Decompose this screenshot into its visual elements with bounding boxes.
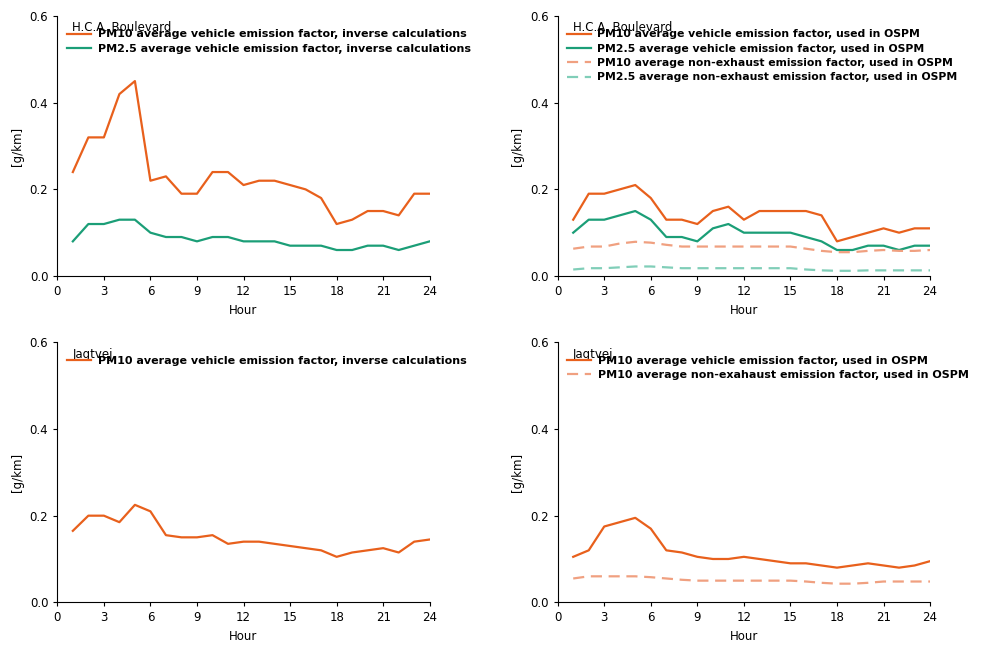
Y-axis label: [g/km]: [g/km] xyxy=(511,126,524,165)
Y-axis label: [g/km]: [g/km] xyxy=(11,126,24,165)
Legend: PM10 average vehicle emission factor, used in OSPM, PM10 average non-exahaust em: PM10 average vehicle emission factor, us… xyxy=(567,356,969,380)
Text: Jagtvej: Jagtvej xyxy=(72,348,113,360)
Legend: PM10 average vehicle emission factor, inverse calculations: PM10 average vehicle emission factor, in… xyxy=(67,356,466,366)
Text: H.C.A. Boulevard: H.C.A. Boulevard xyxy=(72,22,172,34)
X-axis label: Hour: Hour xyxy=(730,303,758,317)
X-axis label: Hour: Hour xyxy=(229,630,258,643)
X-axis label: Hour: Hour xyxy=(229,303,258,317)
X-axis label: Hour: Hour xyxy=(730,630,758,643)
Text: H.C.A. Boulevard: H.C.A. Boulevard xyxy=(573,22,672,34)
Y-axis label: [g/km]: [g/km] xyxy=(11,453,24,492)
Y-axis label: [g/km]: [g/km] xyxy=(511,453,524,492)
Legend: PM10 average vehicle emission factor, used in OSPM, PM2.5 average vehicle emissi: PM10 average vehicle emission factor, us… xyxy=(567,29,957,82)
Legend: PM10 average vehicle emission factor, inverse calculations, PM2.5 average vehicl: PM10 average vehicle emission factor, in… xyxy=(67,29,471,54)
Text: Jagtvej: Jagtvej xyxy=(573,348,613,360)
